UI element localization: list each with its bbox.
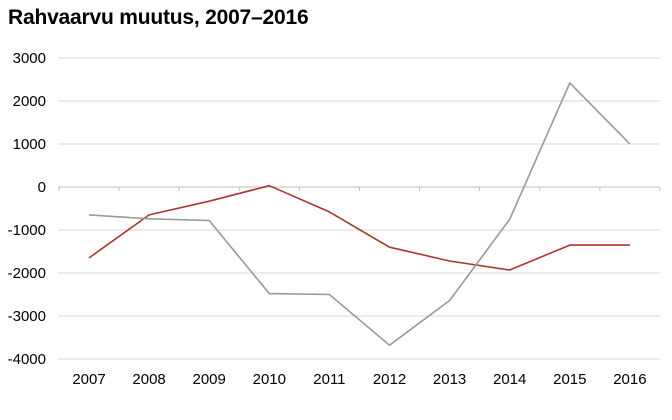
y-tick-label: 3000	[13, 50, 46, 67]
x-tick-label: 2015	[553, 371, 586, 388]
y-axis-tick-labels: 3000 2000 1000 0 -1000 -2000 -3000 -4000	[8, 50, 46, 368]
x-axis-tick-labels: 2007 2008 2009 2010 2011 2012 2013 2014 2015 2016	[72, 371, 646, 388]
y-tick-label: 0	[38, 179, 46, 196]
x-tick-label: 2009	[193, 371, 226, 388]
series-line-1	[88, 184, 630, 271]
y-tick-label: -3000	[8, 308, 46, 325]
series-lines	[88, 82, 631, 347]
x-tick-label: 2012	[373, 371, 406, 388]
x-tick-label: 2008	[132, 371, 165, 388]
gridlines	[58, 57, 660, 360]
series-line-2	[88, 82, 631, 347]
x-tick-label: 2007	[72, 371, 105, 388]
x-tick-label: 2013	[433, 371, 466, 388]
chart-title: Rahvaarvu muutus, 2007–2016	[8, 6, 309, 29]
x-axis	[58, 186, 661, 191]
x-tick-label: 2014	[493, 371, 526, 388]
y-tick-label: -1000	[8, 222, 46, 239]
y-tick-label: -4000	[8, 351, 46, 368]
y-tick-label: 1000	[13, 136, 46, 153]
x-tick-label: 2016	[613, 371, 646, 388]
y-tick-label: -2000	[8, 265, 46, 282]
x-tick-label: 2010	[253, 371, 286, 388]
y-tick-label: 2000	[13, 93, 46, 110]
x-tick-label: 2011	[313, 371, 345, 388]
